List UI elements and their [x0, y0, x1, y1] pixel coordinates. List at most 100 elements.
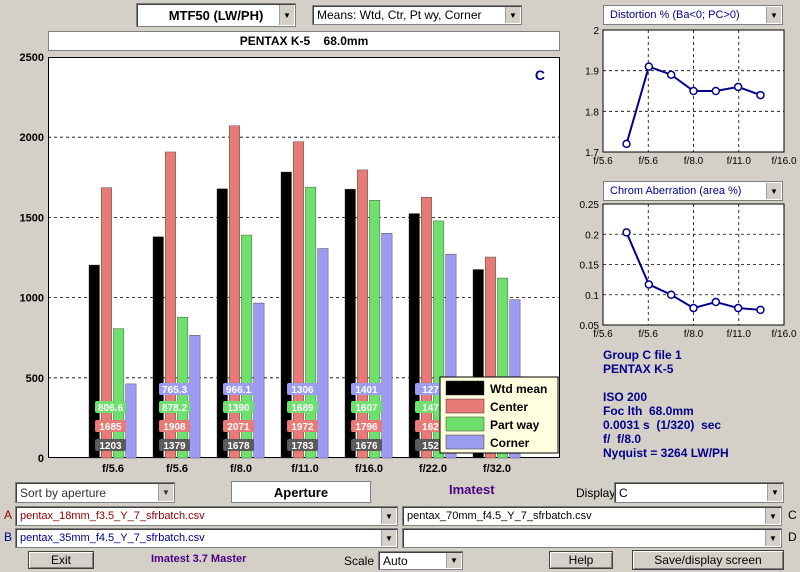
- chrom-point: [666, 290, 676, 299]
- means-dropdown-value: Means: Wtd, Ctr, Pt wy, Corner: [317, 8, 482, 22]
- file-c-dropdown[interactable]: pentax_70mm_f4.5_Y_7_sfrbatch.csv ▼: [402, 506, 782, 526]
- bar: [293, 141, 304, 459]
- sort-dropdown[interactable]: Sort by aperture ▼: [15, 482, 175, 503]
- means-dropdown[interactable]: Means: Wtd, Ctr, Pt wy, Corner ▼: [312, 5, 522, 25]
- legend-swatch: [445, 416, 485, 432]
- chrom-x-tick-label: f/5.6: [639, 329, 659, 340]
- bar: [369, 200, 381, 459]
- chevron-down-icon: ▼: [765, 508, 780, 524]
- save-display-button[interactable]: Save/display screen: [632, 550, 784, 570]
- bar-label: 765.3: [162, 385, 187, 396]
- distortion-point: [644, 62, 654, 71]
- file-a-letter: A: [4, 508, 13, 522]
- bar-label-box: [159, 439, 190, 451]
- bar-label-box: [223, 383, 254, 395]
- y-tick-label: 1000: [20, 293, 44, 305]
- bar: [381, 233, 393, 459]
- bar-label: 127: [422, 385, 439, 396]
- bar-label-box: [95, 401, 126, 413]
- distortion-dropdown[interactable]: Distortion % (Ba<0; PC>0) ▼: [603, 5, 783, 25]
- y-tick-label: 2000: [20, 132, 44, 144]
- bar-label: 1390: [227, 403, 250, 414]
- distortion-y-tick-label: 1.9: [585, 67, 599, 78]
- info-foc: Foc lth 68.0mm: [603, 404, 694, 418]
- bar: [216, 188, 228, 459]
- save-display-button-label: Save/display screen: [654, 553, 762, 567]
- chrom-point: [644, 280, 654, 289]
- x-tick-label: f/5.6: [166, 463, 188, 475]
- x-tick-label: f/32.0: [483, 463, 511, 475]
- chrom-point: [689, 303, 698, 313]
- bar-label-box: [223, 401, 254, 413]
- bar: [357, 169, 368, 459]
- distortion-y-tick-label: 2: [593, 26, 599, 37]
- chevron-down-icon: ▼: [158, 484, 173, 501]
- bar: [344, 188, 356, 459]
- distortion-point: [689, 86, 698, 96]
- help-button[interactable]: Help: [549, 551, 613, 569]
- bar-label-box: [287, 383, 318, 395]
- scale-label: Scale: [344, 554, 375, 568]
- bar-label: 2071: [227, 422, 250, 433]
- exit-button[interactable]: Exit: [28, 551, 94, 569]
- exit-button-label: Exit: [50, 553, 71, 567]
- file-a-dropdown[interactable]: pentax_18mm_f3.5_Y_7_sfrbatch.csv ▼: [15, 506, 398, 526]
- info-block: Group C file 1 PENTAX K-5 ISO 200 Foc lt…: [603, 348, 729, 460]
- bar-label: 1689: [291, 403, 314, 414]
- bar: [305, 186, 317, 459]
- bar: [485, 256, 496, 459]
- x-tick-label: f/22.0: [419, 463, 447, 475]
- bar-label-box: [415, 383, 446, 395]
- legend-label: Corner: [490, 436, 530, 450]
- info-camera: PENTAX K-5: [603, 362, 674, 376]
- aperture-label: Aperture: [231, 481, 371, 503]
- bar-label: 1796: [355, 422, 378, 433]
- bar-label-box: [351, 420, 382, 432]
- scale-dropdown[interactable]: Auto ▼: [378, 551, 463, 570]
- chevron-down-icon: ▼: [766, 7, 781, 23]
- bar-label: 1401: [355, 385, 378, 396]
- bar-label: 1306: [291, 385, 314, 396]
- chrom-y-tick-label: 0.25: [580, 200, 600, 211]
- chrom-y-tick-label: 0.05: [580, 321, 600, 332]
- y-tick-label: 500: [26, 373, 44, 385]
- display-label: Display: [576, 486, 616, 500]
- file-d-dropdown[interactable]: ▼: [402, 528, 782, 548]
- distortion-point: [622, 139, 631, 149]
- chevron-down-icon: ▼: [446, 553, 461, 568]
- chrom-point: [756, 305, 765, 315]
- chrom-point: [622, 228, 631, 237]
- bar-label: 1676: [355, 441, 378, 452]
- scale-dropdown-value: Auto: [383, 553, 408, 568]
- file-d-letter: D: [788, 530, 797, 544]
- bar: [253, 302, 265, 459]
- metric-dropdown[interactable]: MTF50 (LW/PH) ▼: [136, 3, 296, 27]
- bar-label: 1908: [163, 422, 186, 433]
- chevron-down-icon: ▼: [765, 530, 780, 546]
- chrom-dropdown[interactable]: Chrom Aberration (area %) ▼: [603, 181, 783, 201]
- x-tick-label: f/5.6: [102, 463, 124, 475]
- bar-label: 147: [422, 403, 439, 414]
- chrom-x-tick-label: f/5.6: [593, 329, 613, 340]
- bar-label-box: [351, 439, 382, 451]
- distortion-title: Distortion % (Ba<0; PC>0): [610, 9, 740, 21]
- help-button-label: Help: [568, 553, 594, 567]
- bar: [280, 171, 292, 459]
- bar-label-box: [95, 420, 126, 432]
- file-a-value: pentax_18mm_f3.5_Y_7_sfrbatch.csv: [20, 510, 205, 522]
- bar-label-box: [159, 383, 190, 395]
- sort-dropdown-value: Sort by aperture: [20, 485, 107, 500]
- chrom-point: [733, 303, 743, 313]
- chrom-x-tick-label: f/11.0: [727, 329, 752, 340]
- bar-label-box: [415, 401, 446, 413]
- bar-label: 966.1: [226, 385, 251, 396]
- bar-label: 878.2: [162, 403, 187, 414]
- bar-label-box: [415, 420, 446, 432]
- bar: [472, 269, 484, 459]
- y-tick-label: 0: [38, 453, 44, 465]
- file-b-dropdown[interactable]: pentax_35mm_f4.5_Y_7_sfrbatch.csv ▼: [15, 528, 398, 548]
- legend-label: Wtd mean: [490, 382, 547, 396]
- distortion-y-tick-label: 1.7: [585, 148, 599, 159]
- display-dropdown[interactable]: C ▼: [614, 482, 784, 503]
